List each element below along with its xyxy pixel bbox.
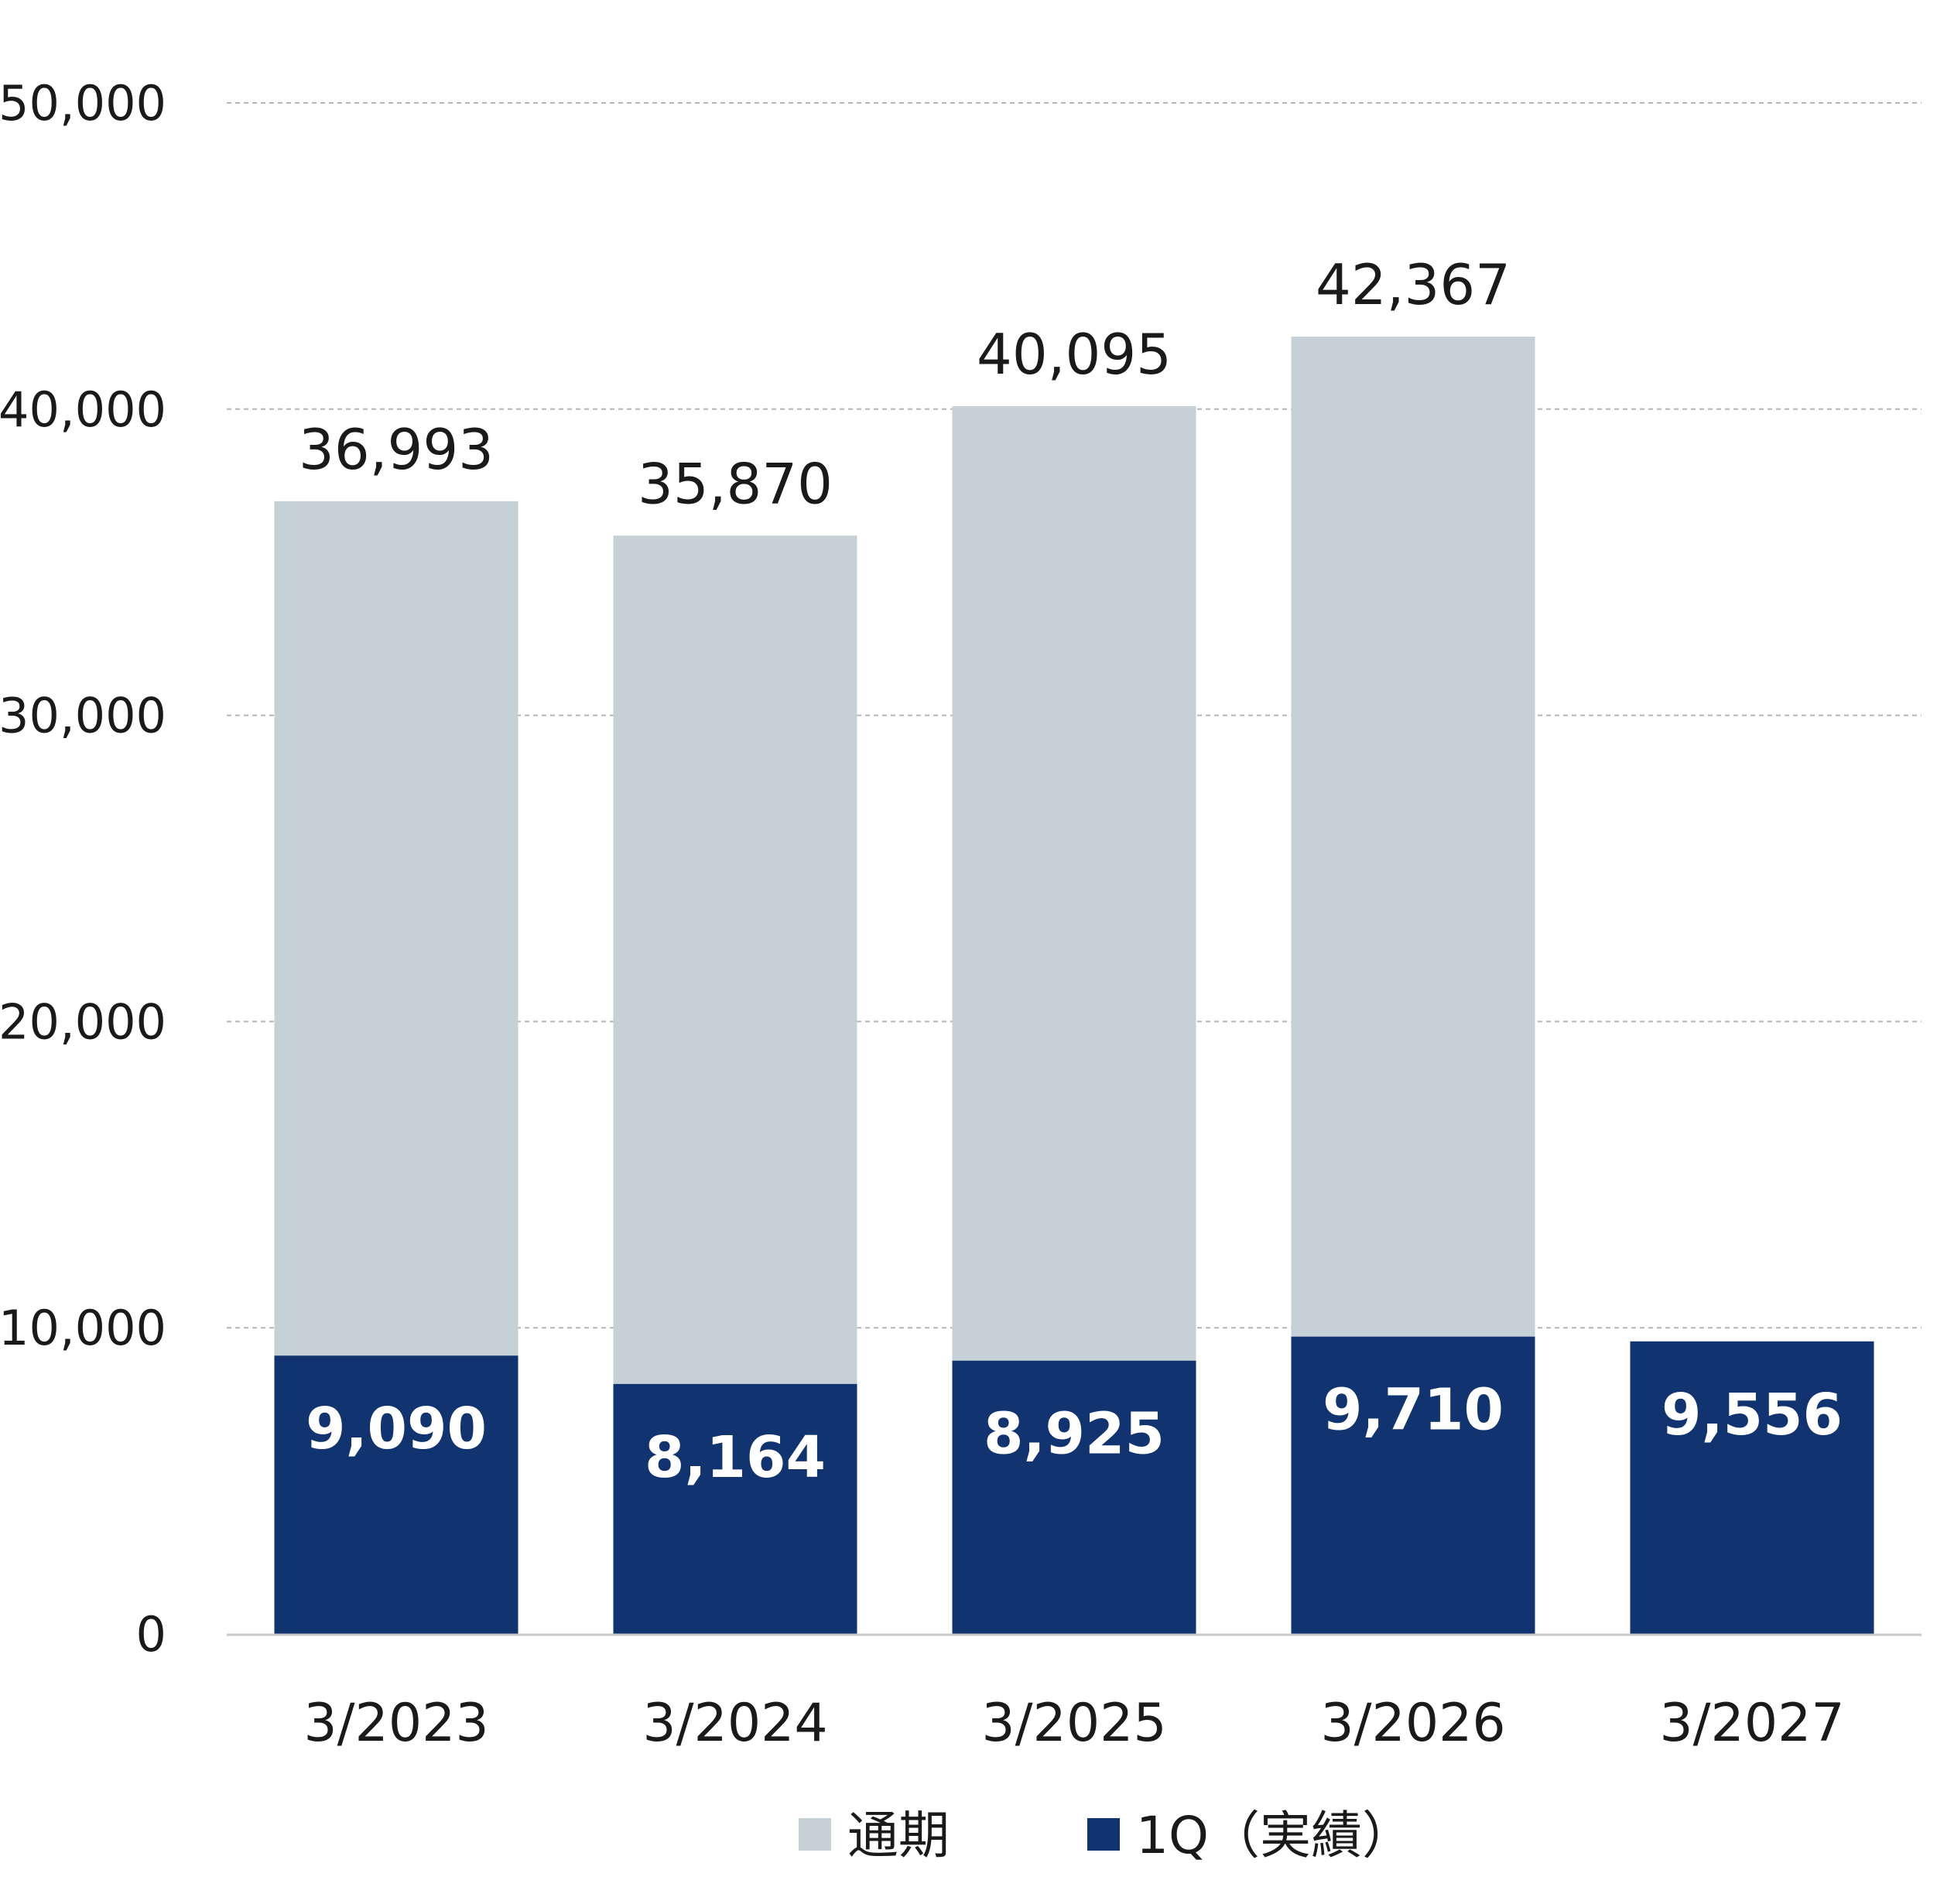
bar-q1-actual (1291, 1336, 1535, 1634)
legend-label-full-year: 通期 (847, 1806, 950, 1865)
data-label-q1-actual: 9,710 (1323, 1377, 1504, 1444)
bars: 36,993 9,090 35,870 8,164 40,095 8,925 42,367 9… (274, 252, 1874, 1634)
data-label-q1-actual: 9,090 (306, 1396, 487, 1462)
bar-q1-actual (613, 1383, 857, 1634)
x-tick-label: 3/2023 (303, 1693, 488, 1754)
x-axis-labels: 3/2023 3/2024 3/2025 3/2026 3/2027 (303, 1693, 1844, 1754)
y-tick-label: 10,000 (0, 1300, 166, 1356)
y-axis-ticks: 0 10,000 20,000 30,000 40,000 50,000 (0, 75, 166, 1663)
bar-q1-actual (952, 1360, 1196, 1634)
data-label-q1-actual: 9,556 (1662, 1382, 1843, 1448)
bar-q1-actual (1630, 1341, 1874, 1634)
data-label-q1-actual: 8,925 (984, 1401, 1165, 1468)
data-label-full-year: 36,993 (299, 417, 494, 482)
data-label-q1-actual: 8,164 (645, 1424, 826, 1491)
y-tick-label: 30,000 (0, 688, 166, 744)
legend: 通期 1Q（実績） (799, 1806, 1413, 1865)
y-tick-label: 50,000 (0, 75, 166, 132)
x-tick-label: 3/2026 (1320, 1693, 1505, 1754)
data-label-full-year: 40,095 (977, 322, 1172, 387)
x-tick-label: 3/2024 (642, 1693, 827, 1754)
x-tick-label: 3/2025 (981, 1693, 1166, 1754)
x-tick-label: 3/2027 (1659, 1693, 1844, 1754)
bar-q1-actual (274, 1355, 518, 1634)
legend-swatch-full-year (799, 1818, 831, 1851)
legend-label-q1-actual: 1Q（実績） (1136, 1806, 1413, 1865)
data-label-full-year: 42,367 (1316, 252, 1511, 317)
data-label-full-year: 35,870 (638, 451, 833, 516)
legend-swatch-q1-actual (1087, 1818, 1120, 1851)
y-tick-label: 40,000 (0, 381, 166, 438)
y-tick-label: 20,000 (0, 993, 166, 1050)
y-tick-label: 0 (136, 1606, 166, 1663)
